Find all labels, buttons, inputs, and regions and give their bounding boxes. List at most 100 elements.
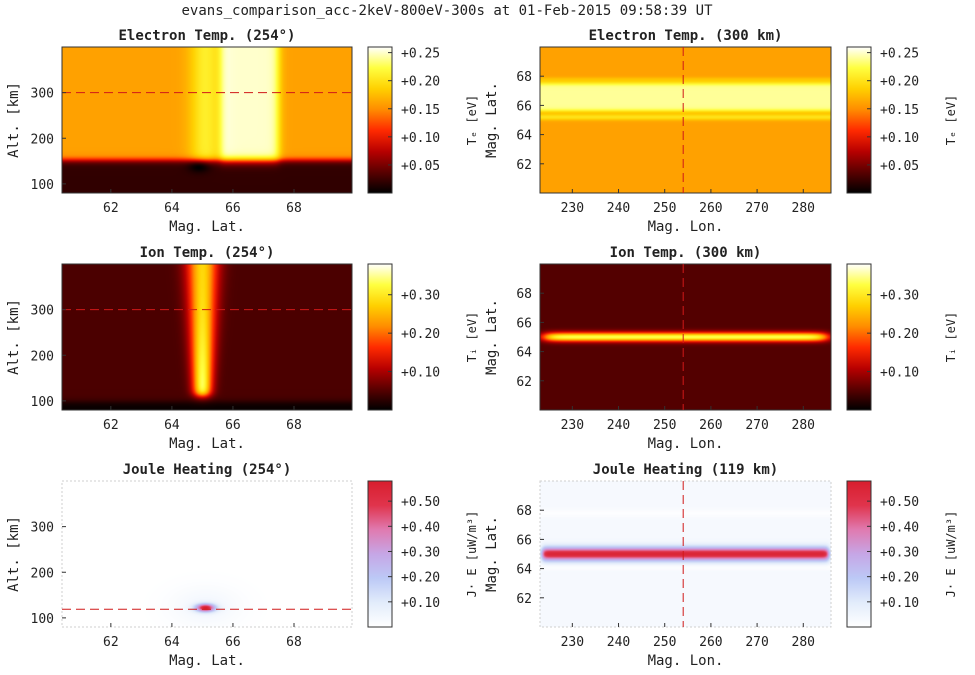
x-axis-label: Mag. Lat. [169, 219, 245, 235]
colorbar-tick-label: +0.20 [880, 571, 919, 586]
panels: Electron Temp. (254°) 62 64 66 68 100 200 300 Ma… [6, 28, 958, 669]
y-tick-label: 68 [516, 504, 532, 519]
x-tick-label: 280 [792, 635, 815, 650]
colorbar-label: Tᵢ [eV] [465, 312, 479, 363]
x-tick-label: 62 [103, 201, 119, 216]
colorbar [846, 263, 872, 411]
x-tick-label: 68 [286, 201, 302, 216]
x-axis-label: Mag. Lon. [648, 653, 724, 669]
x-tick-label: 64 [164, 201, 180, 216]
colorbar-tick-label: +0.10 [401, 596, 440, 611]
y-tick-label: 68 [516, 287, 532, 302]
x-tick-label: 260 [699, 418, 722, 433]
x-tick-label: 230 [561, 201, 584, 216]
y-tick-label: 200 [31, 349, 54, 364]
panel-title: Electron Temp. (300 km) [589, 28, 783, 44]
x-axis-label: Mag. Lon. [648, 436, 724, 452]
y-axis-label: Alt. [km] [6, 516, 22, 592]
plot-frame [539, 263, 832, 411]
x-tick-label: 66 [225, 418, 241, 433]
x-tick-label: 250 [653, 418, 676, 433]
x-tick-label: 62 [103, 635, 119, 650]
colorbar-tick-label: +0.30 [401, 289, 440, 304]
colorbar-tick-label: +0.25 [880, 47, 919, 62]
x-tick-label: 270 [745, 418, 768, 433]
x-tick-label: 270 [745, 201, 768, 216]
colorbar-tick-label: +0.50 [401, 495, 440, 510]
y-tick-label: 200 [31, 132, 54, 147]
x-tick-label: 64 [164, 635, 180, 650]
heatmap-1 [62, 47, 352, 193]
plot-frame [539, 46, 832, 194]
colorbar-tick-label: +0.20 [401, 327, 440, 342]
x-tick-label: 64 [164, 418, 180, 433]
y-tick-label: 62 [516, 592, 532, 607]
colorbar-label: Tₑ [eV] [465, 95, 479, 146]
y-tick-label: 300 [31, 87, 54, 102]
plot-frame [61, 46, 353, 194]
colorbar [367, 46, 393, 194]
colorbar-tick-label: +0.40 [880, 520, 919, 535]
colorbar-tick-label: +0.05 [880, 159, 919, 174]
y-tick-label: 64 [516, 563, 532, 578]
figure-suptitle: evans_comparison_acc-2keV-800eV-300s at … [181, 3, 713, 19]
panel-title: Joule Heating (254°) [123, 462, 292, 478]
panel-6: Joule Heating (119 km) 230 240 250 260 270 280… [484, 462, 958, 669]
x-tick-label: 280 [792, 418, 815, 433]
y-tick-label: 62 [516, 158, 532, 173]
colorbar-tick-label: +0.10 [401, 131, 440, 146]
colorbar-tick-label: +0.10 [880, 131, 919, 146]
x-tick-label: 68 [286, 418, 302, 433]
x-axis-label: Mag. Lat. [169, 436, 245, 452]
colorbar-tick-label: +0.20 [880, 75, 919, 90]
panel-3: Ion Temp. (254°) 62 64 66 68 100 200 300 Mag. La… [6, 245, 479, 452]
panel-title: Ion Temp. (254°) [140, 245, 275, 261]
plot-frame [61, 263, 353, 411]
x-tick-label: 260 [699, 201, 722, 216]
colorbar-tick-label: +0.30 [880, 545, 919, 560]
plot-frame [539, 480, 832, 628]
y-tick-label: 100 [31, 612, 54, 627]
panel-title: Electron Temp. (254°) [118, 28, 295, 44]
y-tick-label: 200 [31, 566, 54, 581]
heatmap-3 [62, 264, 352, 410]
x-tick-label: 66 [225, 635, 241, 650]
colorbar [846, 480, 872, 628]
heatmap-5 [62, 481, 352, 627]
x-tick-label: 230 [561, 635, 584, 650]
x-tick-label: 260 [699, 635, 722, 650]
colorbar-tick-label: +0.20 [880, 327, 919, 342]
colorbar-tick-label: +0.30 [880, 289, 919, 304]
y-axis-label: Alt. [km] [6, 82, 22, 158]
y-tick-label: 66 [516, 316, 532, 331]
colorbar [846, 46, 872, 194]
colorbar-tick-label: +0.25 [401, 47, 440, 62]
x-tick-label: 280 [792, 201, 815, 216]
panel-1: Electron Temp. (254°) 62 64 66 68 100 200 300 Ma… [6, 28, 479, 235]
y-tick-label: 64 [516, 129, 532, 144]
x-axis-label: Mag. Lat. [169, 653, 245, 669]
colorbar [367, 263, 393, 411]
x-tick-label: 250 [653, 201, 676, 216]
y-axis-label: Mag. Lat. [484, 82, 500, 158]
y-tick-label: 66 [516, 533, 532, 548]
y-axis-label: Mag. Lat. [484, 299, 500, 375]
y-tick-label: 66 [516, 99, 532, 114]
panel-5: Joule Heating (254°) 62 64 66 68 100 200 300 Mag… [6, 462, 479, 669]
plot-frame [61, 480, 353, 628]
colorbar-tick-label: +0.20 [401, 75, 440, 90]
heatmap-4 [540, 264, 831, 410]
panel-title: Joule Heating (119 km) [593, 462, 778, 478]
y-tick-label: 300 [31, 304, 54, 319]
colorbar-tick-label: +0.15 [880, 103, 919, 118]
heatmap-2 [540, 47, 831, 193]
y-tick-label: 64 [516, 346, 532, 361]
colorbar-tick-label: +0.20 [401, 571, 440, 586]
colorbar-tick-label: +0.10 [880, 596, 919, 611]
colorbar-label: Tₑ [eV] [944, 95, 958, 146]
y-axis-label: Mag. Lat. [484, 516, 500, 592]
colorbar-tick-label: +0.50 [880, 495, 919, 510]
colorbar-tick-label: +0.30 [401, 545, 440, 560]
colorbar-label: J· E [uW/m³] [465, 511, 479, 598]
